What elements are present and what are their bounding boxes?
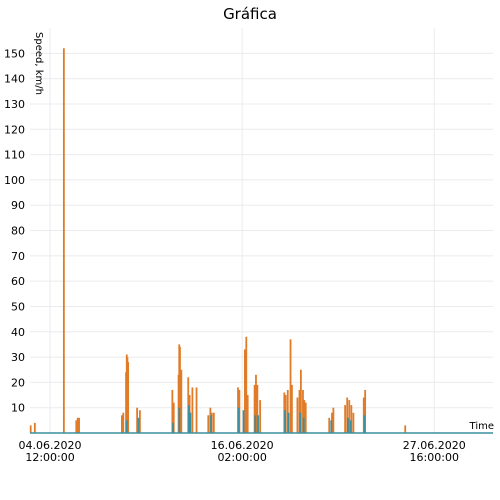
data-spike bbox=[180, 370, 182, 433]
y-tick-label: 120 bbox=[4, 123, 25, 136]
data-spike bbox=[178, 408, 180, 433]
data-spike bbox=[353, 413, 355, 433]
y-tick-labels: 10 20 30 40 50 60 70 80 90 100 110 120 130 140 150 bbox=[4, 47, 25, 414]
data-spike bbox=[291, 385, 293, 433]
data-spike bbox=[34, 423, 36, 433]
data-spike bbox=[63, 48, 65, 433]
data-spike bbox=[330, 420, 332, 433]
data-spike bbox=[305, 403, 307, 433]
series-1 bbox=[30, 48, 406, 433]
data-spike bbox=[78, 418, 80, 433]
data-spike bbox=[243, 410, 245, 433]
data-spike bbox=[138, 418, 140, 433]
data-spike bbox=[303, 418, 305, 433]
y-tick-label: 60 bbox=[11, 275, 25, 288]
y-tick-label: 150 bbox=[4, 47, 25, 60]
x-tick-label-time: 16:00:00 bbox=[410, 451, 459, 464]
data-spike bbox=[207, 415, 209, 433]
data-spike bbox=[191, 387, 193, 433]
data-spike bbox=[254, 415, 256, 433]
data-spike bbox=[30, 425, 32, 433]
data-spike bbox=[126, 420, 128, 433]
data-spike bbox=[297, 398, 299, 433]
data-spike bbox=[122, 413, 124, 433]
data-spike bbox=[364, 415, 366, 433]
x-tick-labels: 04.06.202012:00:0016.06.202002:00:0027.0… bbox=[19, 439, 466, 464]
y-axis-title: Speed, km/h bbox=[33, 32, 44, 95]
y-tick-label: 70 bbox=[11, 250, 25, 263]
data-spike bbox=[288, 413, 290, 433]
data-spike bbox=[328, 418, 330, 433]
y-tick-label: 30 bbox=[11, 351, 25, 364]
data-spike bbox=[284, 410, 286, 433]
grid bbox=[30, 28, 493, 433]
data-spike bbox=[189, 413, 191, 433]
data-spike bbox=[332, 408, 334, 433]
data-spike bbox=[238, 408, 240, 433]
data-spike bbox=[299, 413, 301, 433]
y-tick-label: 100 bbox=[4, 174, 25, 187]
x-tick-label-time: 12:00:00 bbox=[25, 451, 74, 464]
data-spike bbox=[247, 395, 249, 433]
data-spike bbox=[257, 415, 259, 433]
series-group bbox=[30, 48, 406, 433]
y-tick-label: 50 bbox=[11, 300, 25, 313]
y-tick-label: 90 bbox=[11, 199, 25, 212]
x-tick-label-time: 02:00:00 bbox=[217, 451, 266, 464]
y-tick-label: 140 bbox=[4, 73, 25, 86]
y-tick-label: 10 bbox=[11, 402, 25, 415]
data-spike bbox=[350, 420, 352, 433]
data-spike bbox=[347, 418, 349, 433]
data-spike bbox=[172, 423, 174, 433]
data-spike bbox=[196, 387, 198, 433]
data-spike bbox=[404, 425, 406, 433]
data-spike bbox=[259, 400, 261, 433]
data-spike bbox=[213, 413, 215, 433]
y-tick-label: 20 bbox=[11, 376, 25, 389]
chart-title: Gráfica bbox=[223, 5, 277, 23]
y-tick-label: 110 bbox=[4, 149, 25, 162]
data-spike bbox=[344, 405, 346, 433]
data-spike bbox=[210, 415, 212, 433]
y-tick-label: 130 bbox=[4, 98, 25, 111]
y-tick-label: 80 bbox=[11, 225, 25, 238]
x-axis-title: Time bbox=[469, 421, 494, 432]
y-tick-label: 40 bbox=[11, 326, 25, 339]
